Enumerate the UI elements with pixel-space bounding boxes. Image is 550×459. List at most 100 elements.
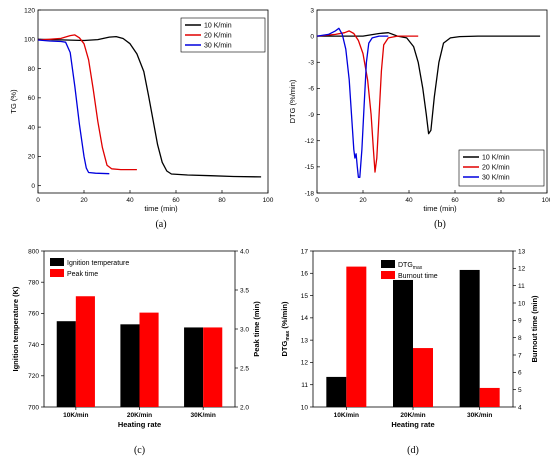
x-tick-label: 20 bbox=[359, 197, 367, 204]
bar-10K/min-left bbox=[56, 321, 76, 407]
y-tick-label: -12 bbox=[305, 138, 315, 145]
y-tick-label: 11 bbox=[301, 382, 308, 389]
y2-tick-label: 2.0 bbox=[240, 404, 249, 411]
legend-swatch-1 bbox=[381, 271, 395, 279]
y-axis-title: DTGmax (%/min) bbox=[280, 301, 291, 357]
bar-10K/min-left bbox=[326, 376, 347, 407]
y2-axis-title: Peak time (min) bbox=[252, 301, 261, 357]
x-category-label: 20K/min bbox=[400, 412, 425, 419]
y2-tick-label: 6 bbox=[518, 370, 522, 377]
x-tick-label: 100 bbox=[542, 197, 550, 204]
y2-tick-label: 13 bbox=[518, 248, 526, 255]
y-tick-label: 14 bbox=[301, 315, 309, 322]
series-line-1 bbox=[37, 34, 137, 171]
x-tick-label: 40 bbox=[405, 197, 413, 204]
y-tick-label: 60 bbox=[28, 95, 36, 102]
series-line-0 bbox=[317, 32, 541, 135]
bar-20K/min-left bbox=[393, 279, 413, 407]
y2-tick-label: 11 bbox=[518, 283, 525, 290]
y2-tick-label: 12 bbox=[518, 266, 526, 273]
x-tick-label: 100 bbox=[263, 197, 274, 204]
y2-axis-title: Burnout time (min) bbox=[530, 295, 539, 363]
x-axis-title: Heating rate bbox=[391, 420, 434, 429]
y-tick-label: 760 bbox=[28, 311, 39, 318]
bar-30K/min-left bbox=[459, 269, 480, 407]
y-tick-label: 10 bbox=[301, 404, 309, 411]
x-tick-label: 60 bbox=[451, 197, 459, 204]
y-tick-label: 80 bbox=[28, 66, 36, 73]
y-tick-label: 740 bbox=[28, 342, 39, 349]
y2-tick-label: 2.5 bbox=[240, 365, 249, 372]
y-axis-title: Ignition temperature (K) bbox=[11, 286, 20, 372]
x-axis-title: time (min) bbox=[144, 204, 178, 213]
x-tick-label: 40 bbox=[126, 197, 134, 204]
y-tick-label: 100 bbox=[24, 37, 35, 44]
legend-label-1: 20 K/min bbox=[482, 165, 510, 172]
bar-20K/min-left bbox=[120, 324, 140, 407]
panel-caption: (c) bbox=[134, 445, 145, 456]
y-tick-label: 720 bbox=[28, 373, 39, 380]
y-tick-label: 700 bbox=[28, 404, 39, 411]
panel-caption: (b) bbox=[434, 219, 446, 230]
y-tick-label: -6 bbox=[308, 86, 314, 93]
bar-20K/min-right bbox=[413, 348, 433, 407]
panel-caption: (d) bbox=[407, 445, 419, 456]
panel-b-dtg-chart: 0 20 40 60 80 100 3 0 -3 -6 -9 -12 -15 -18 time (min) D… bbox=[288, 7, 550, 230]
y2-tick-label: 5 bbox=[518, 387, 522, 394]
y-tick-label: 15 bbox=[301, 293, 309, 300]
plot-frame bbox=[316, 9, 548, 194]
x-tick-label: 80 bbox=[218, 197, 226, 204]
y-tick-label: 40 bbox=[28, 124, 36, 131]
bar-30K/min-left bbox=[184, 327, 204, 407]
y-axis-title: DTG (%/min) bbox=[288, 79, 297, 123]
y2-tick-label: 4 bbox=[518, 404, 522, 411]
y-axis-title: TG (%) bbox=[9, 89, 18, 114]
bar-30K/min-right bbox=[203, 327, 223, 407]
bar-20K/min-right bbox=[139, 312, 159, 407]
y-tick-label: 780 bbox=[28, 280, 39, 287]
legend-label-0: DTGmax bbox=[398, 262, 423, 271]
legend-swatch-0 bbox=[381, 260, 395, 268]
y-tick-label: 13 bbox=[301, 337, 309, 344]
legend-swatch-0 bbox=[50, 258, 64, 266]
y-tick-label: -9 bbox=[308, 112, 314, 119]
y-tick-label: 0 bbox=[310, 33, 314, 40]
series-line-2 bbox=[316, 27, 389, 178]
legend-swatch-1 bbox=[50, 269, 64, 277]
x-tick-label: 20 bbox=[80, 197, 88, 204]
x-axis-title: time (min) bbox=[423, 204, 457, 213]
y2-tick-label: 10 bbox=[518, 300, 526, 307]
x-category-label: 20K/min bbox=[127, 412, 152, 419]
legend-label-2: 30 K/min bbox=[482, 175, 510, 182]
y-tick-label: 17 bbox=[301, 248, 309, 255]
panel-c-ignition-bar-chart: 700 720 740 760 780 800 2.0 2.5 3.0 3.5 4.0 10K/min… bbox=[11, 248, 261, 456]
legend-label-main: DTG bbox=[398, 262, 413, 269]
y-tick-label: 120 bbox=[24, 7, 35, 14]
x-tick-label: 80 bbox=[497, 197, 505, 204]
y-tick-label: 20 bbox=[28, 154, 36, 161]
legend-label-1: 20 K/min bbox=[204, 33, 232, 40]
legend-label-0: 10 K/min bbox=[204, 23, 232, 30]
x-tick-label: 0 bbox=[315, 197, 319, 204]
x-tick-label: 60 bbox=[172, 197, 180, 204]
y-axis-title-main: DTG bbox=[280, 341, 289, 357]
y-tick-label: -15 bbox=[305, 164, 315, 171]
y-tick-label: 3 bbox=[310, 7, 314, 14]
legend-box bbox=[458, 149, 545, 187]
x-category-label: 10K/min bbox=[63, 412, 88, 419]
y-tick-label: 16 bbox=[301, 271, 309, 278]
bar-10K/min-right bbox=[346, 266, 367, 407]
bar-30K/min-right bbox=[479, 387, 500, 407]
legend-label-0: 10 K/min bbox=[482, 155, 510, 162]
y2-tick-label: 3.0 bbox=[240, 326, 249, 333]
x-tick-label: 0 bbox=[36, 197, 40, 204]
legend-label-sub: max bbox=[413, 265, 423, 271]
x-axis-title: Heating rate bbox=[118, 420, 161, 429]
panel-d-dtgmax-bar-chart: 10 11 12 13 14 15 16 17 4 5 6 7 8 9 10 11 12 13 10K/min 20K… bbox=[280, 248, 539, 456]
bar-10K/min-right bbox=[75, 296, 95, 407]
legend-label-2: 30 K/min bbox=[204, 43, 232, 50]
y-axis-title-unit: (%/min) bbox=[280, 301, 289, 331]
y-tick-label: 0 bbox=[31, 183, 35, 190]
panel-caption: (a) bbox=[155, 219, 166, 230]
